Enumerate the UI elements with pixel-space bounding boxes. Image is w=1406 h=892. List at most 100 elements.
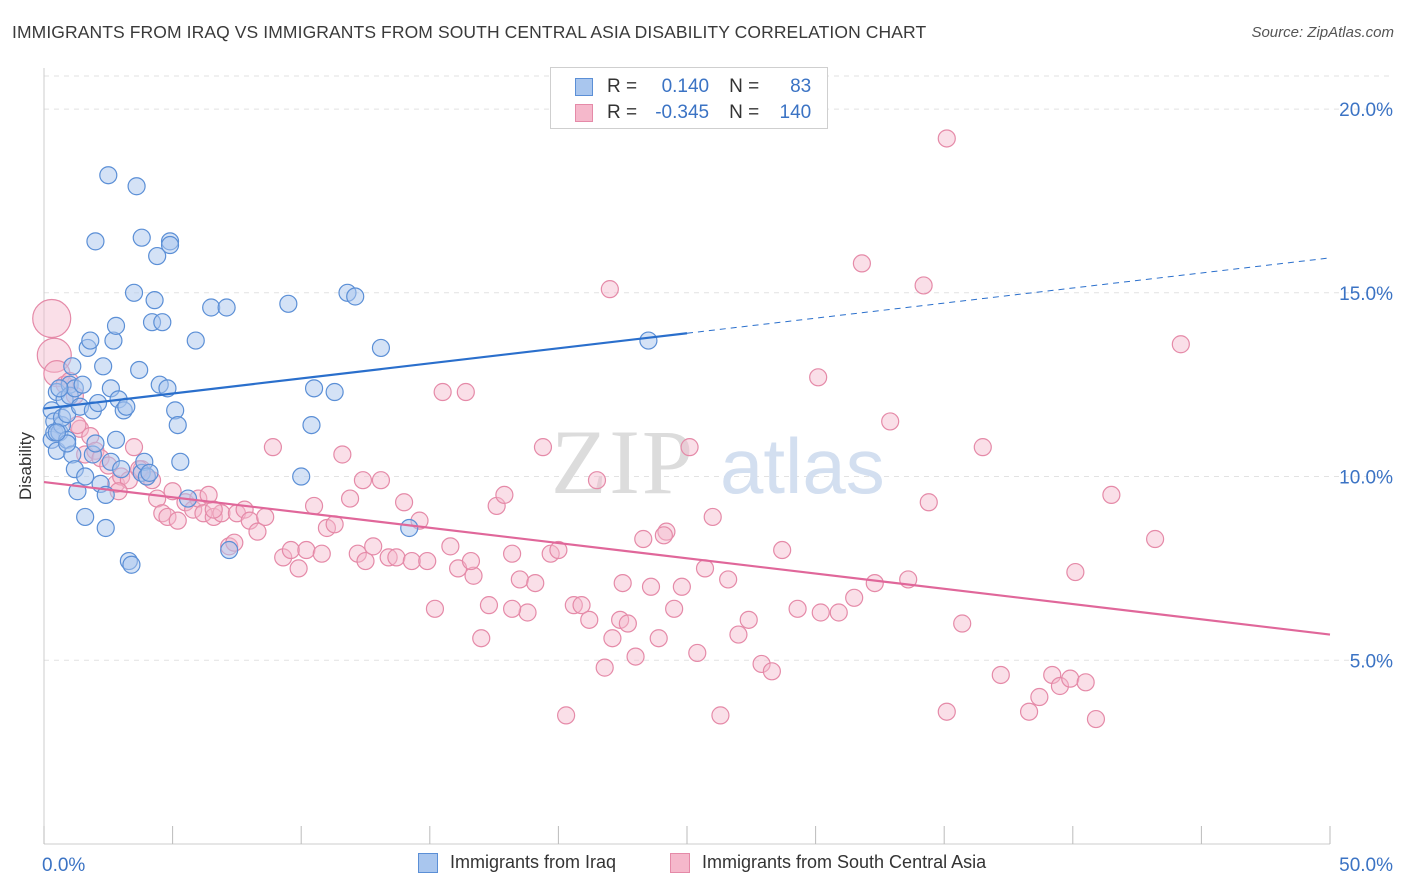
sca-point: [811, 603, 830, 622]
sca-point: [32, 298, 72, 339]
sca-point: [634, 529, 653, 549]
iraq-point: [122, 555, 141, 574]
legend-swatch-sca: [575, 104, 593, 122]
axes: [43, 68, 1331, 845]
sca-point: [371, 471, 391, 490]
sca-point: [387, 548, 406, 567]
iraq-point: [639, 331, 658, 350]
sca-point: [953, 614, 972, 633]
iraq-point: [73, 375, 92, 394]
iraq-point: [94, 357, 113, 376]
iraq-point: [104, 331, 123, 350]
legend-r-label: R =: [607, 76, 638, 97]
sca-point: [168, 511, 187, 530]
sca-point: [587, 471, 607, 490]
iraq-point: [220, 540, 239, 560]
sca-point: [304, 496, 324, 516]
sca-point: [580, 610, 599, 629]
sca-point: [495, 485, 514, 505]
series-sca-points: [32, 129, 1190, 729]
x-tick-label: 50.0%: [1339, 855, 1393, 876]
sca-point: [163, 482, 182, 501]
y-axis-label: Disability: [16, 431, 35, 500]
chart-title: IMMIGRANTS FROM IRAQ VS IMMIGRANTS FROM …: [12, 22, 927, 42]
sca-point: [124, 438, 144, 457]
sca-point: [533, 438, 553, 457]
sca-point: [402, 551, 421, 571]
sca-point: [729, 625, 748, 644]
iraq-point: [160, 235, 180, 255]
legend-n-value: 140: [779, 102, 812, 123]
sca-point: [688, 643, 707, 663]
sca-point: [353, 471, 373, 490]
sca-point: [281, 540, 301, 560]
sca-point: [865, 574, 884, 593]
legend-row-sca: R = -0.345 N = 140: [575, 101, 811, 125]
sca-point: [510, 570, 529, 589]
sca-point: [937, 129, 956, 148]
sca-point: [333, 445, 352, 464]
sca-point: [549, 540, 568, 560]
iraq-point: [148, 246, 167, 266]
iraq-point: [81, 331, 100, 350]
sca-point: [441, 537, 460, 556]
sca-point: [1076, 673, 1095, 692]
sca-point: [1171, 335, 1190, 354]
sca-point: [680, 438, 699, 457]
legend-item-iraq[interactable]: Immigrants from Iraq: [418, 852, 616, 873]
iraq-point: [145, 291, 164, 310]
iraq-point: [130, 360, 149, 380]
iraq-point: [124, 283, 144, 302]
y-tick-label: 5.0%: [1350, 651, 1393, 672]
sca-point: [829, 603, 848, 622]
sca-point: [248, 522, 267, 541]
sca-point: [158, 507, 177, 527]
sca-point: [503, 544, 522, 563]
iraq-point: [47, 423, 66, 442]
iraq-point: [400, 518, 419, 538]
iraq-point: [186, 331, 205, 350]
iraq-point: [127, 177, 146, 196]
legend-swatch-iraq: [418, 852, 438, 873]
sca-point: [274, 548, 293, 567]
y-tick-label: 20.0%: [1339, 100, 1393, 121]
sca-point: [919, 493, 938, 512]
sca-point: [356, 551, 375, 571]
sca-point: [1030, 687, 1049, 707]
sca-point: [695, 559, 715, 578]
grid: [44, 75, 1392, 661]
iraq-point: [302, 415, 321, 435]
source-label: Source: ZipAtlas.com: [1251, 24, 1394, 41]
sca-point: [433, 382, 452, 402]
iraq-point: [106, 430, 126, 449]
iraq-point: [86, 434, 105, 453]
sca-point: [649, 629, 668, 648]
sca-point: [672, 577, 691, 596]
iraq-point: [304, 379, 324, 398]
legend-item-sca[interactable]: Immigrants from South Central Asia: [670, 852, 986, 873]
sca-point: [425, 599, 445, 618]
sca-point: [752, 654, 771, 674]
sca-point: [641, 577, 661, 596]
sca-point: [788, 599, 807, 618]
sca-point: [1050, 676, 1070, 696]
sca-point: [665, 599, 684, 618]
watermark: ZIP atlas: [551, 411, 885, 513]
sca-point: [600, 280, 619, 299]
iraq-point: [171, 452, 190, 471]
sca-point: [194, 504, 213, 523]
legend-row-iraq: R = 0.140 N = 83: [575, 75, 811, 99]
legend-n-label: N =: [729, 76, 760, 97]
series-iraq-points: [42, 166, 658, 574]
sca-point: [572, 596, 591, 615]
sca-point: [464, 566, 483, 585]
sca-point: [703, 507, 722, 527]
legend-n-value: 83: [790, 76, 812, 97]
iraq-point: [346, 287, 365, 306]
iraq-point: [132, 228, 151, 247]
sca-point: [711, 706, 730, 725]
sca-point: [773, 540, 792, 560]
legend-label-iraq: Immigrants from Iraq: [450, 852, 617, 872]
sca-point: [881, 412, 900, 431]
